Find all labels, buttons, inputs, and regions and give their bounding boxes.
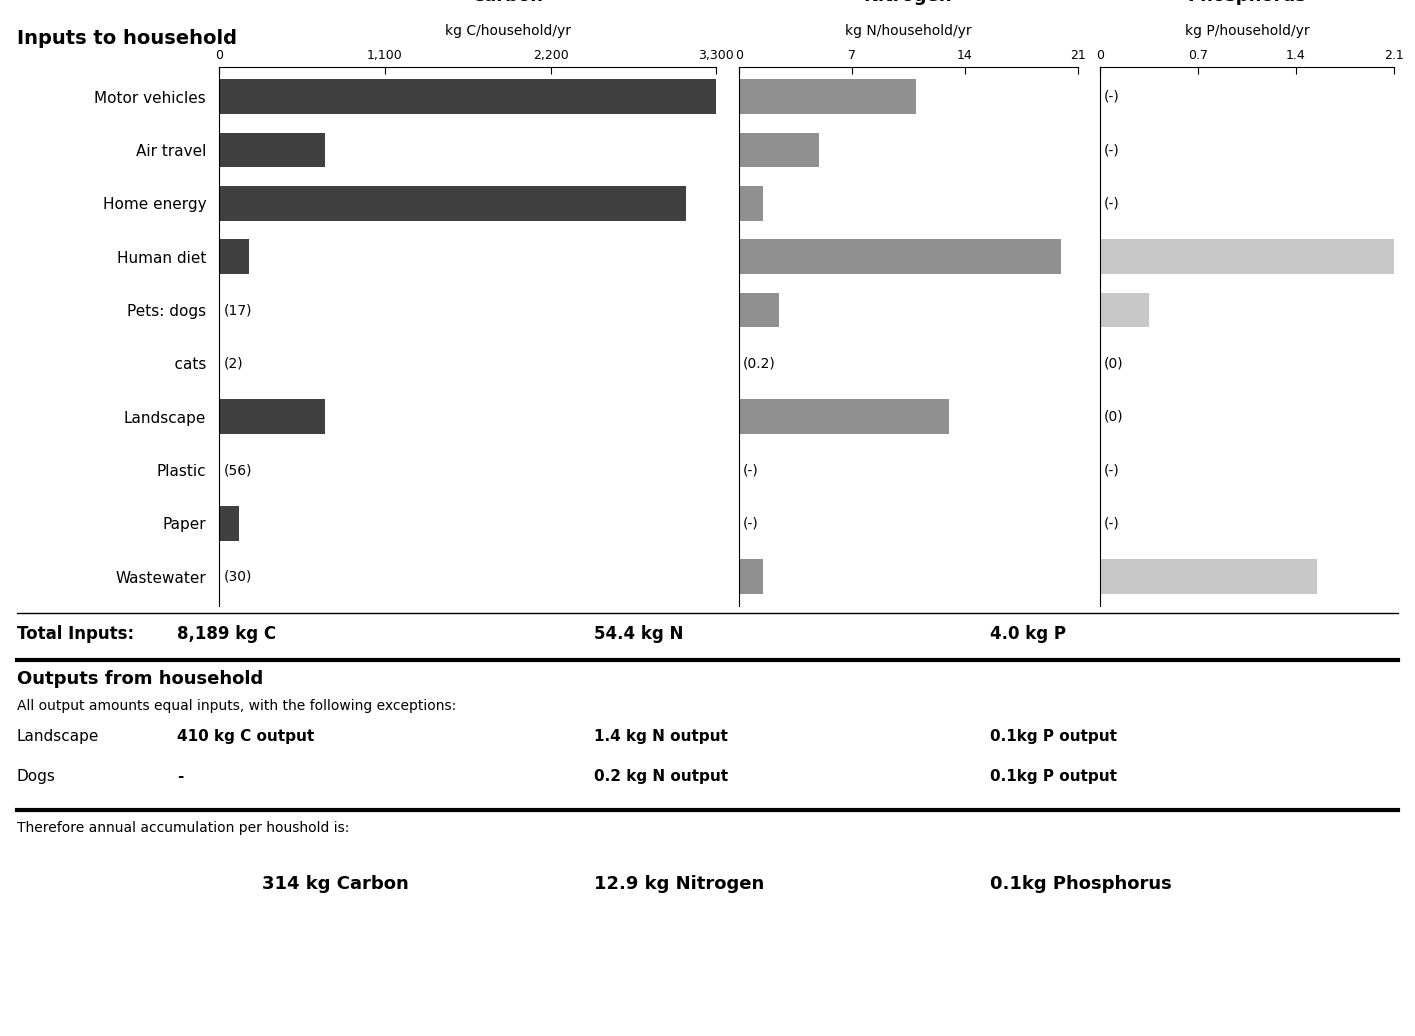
- Text: Therefore annual accumulation per houshold is:: Therefore annual accumulation per housho…: [17, 821, 350, 835]
- Bar: [739, 186, 763, 221]
- Text: (17): (17): [224, 304, 252, 317]
- Text: kg N/household/yr: kg N/household/yr: [845, 24, 972, 37]
- Text: (0.2): (0.2): [743, 356, 775, 370]
- Text: All output amounts equal inputs, with the following exceptions:: All output amounts equal inputs, with th…: [17, 699, 456, 714]
- Text: Outputs from household: Outputs from household: [17, 670, 263, 688]
- Text: (0): (0): [1104, 409, 1124, 424]
- Bar: [739, 133, 819, 168]
- Bar: [739, 559, 763, 594]
- Text: Landscape: Landscape: [17, 729, 99, 744]
- Text: (30): (30): [224, 570, 252, 583]
- Text: 54.4 kg N: 54.4 kg N: [594, 625, 683, 642]
- Bar: [1101, 559, 1317, 594]
- Text: 0.1kg Phosphorus: 0.1kg Phosphorus: [990, 875, 1172, 893]
- Text: (2): (2): [224, 356, 243, 370]
- Bar: [219, 133, 324, 168]
- Bar: [739, 239, 1061, 275]
- Text: (0): (0): [1104, 356, 1124, 370]
- Text: -: -: [177, 769, 184, 783]
- Text: (-): (-): [1104, 197, 1119, 210]
- Text: (-): (-): [743, 516, 758, 530]
- Text: 1.4 kg N output: 1.4 kg N output: [594, 729, 729, 744]
- Bar: [739, 399, 948, 434]
- Text: (-): (-): [1104, 516, 1119, 530]
- Bar: [739, 80, 917, 114]
- Text: (-): (-): [1104, 143, 1119, 157]
- Bar: [219, 399, 324, 434]
- Text: (56): (56): [224, 463, 252, 477]
- Text: 12.9 kg Nitrogen: 12.9 kg Nitrogen: [594, 875, 764, 893]
- Bar: [219, 506, 239, 541]
- Text: Dogs: Dogs: [17, 769, 55, 783]
- Text: (-): (-): [1104, 463, 1119, 477]
- Text: Inputs to household: Inputs to household: [17, 29, 236, 48]
- Text: 0.2 kg N output: 0.2 kg N output: [594, 769, 729, 783]
- Text: Nitrogen: Nitrogen: [865, 0, 952, 5]
- Text: kg C/household/yr: kg C/household/yr: [444, 24, 570, 37]
- Bar: [1101, 293, 1149, 327]
- Text: kg P/household/yr: kg P/household/yr: [1184, 24, 1309, 37]
- Text: 4.0 kg P: 4.0 kg P: [990, 625, 1067, 642]
- Text: Phosphorus: Phosphorus: [1187, 0, 1306, 5]
- Text: 8,189 kg C: 8,189 kg C: [177, 625, 276, 642]
- Bar: [739, 293, 780, 327]
- Text: (-): (-): [743, 463, 758, 477]
- Text: 0.1kg P output: 0.1kg P output: [990, 729, 1118, 744]
- Text: 0.1kg P output: 0.1kg P output: [990, 769, 1118, 783]
- Bar: [219, 239, 249, 275]
- Text: (-): (-): [1104, 90, 1119, 104]
- Bar: [219, 186, 686, 221]
- Text: Carbon: Carbon: [471, 0, 543, 5]
- Text: 314 kg Carbon: 314 kg Carbon: [262, 875, 409, 893]
- Text: 410 kg C output: 410 kg C output: [177, 729, 314, 744]
- Bar: [219, 80, 716, 114]
- Text: Total Inputs:: Total Inputs:: [17, 625, 134, 642]
- Bar: [1101, 239, 1394, 275]
